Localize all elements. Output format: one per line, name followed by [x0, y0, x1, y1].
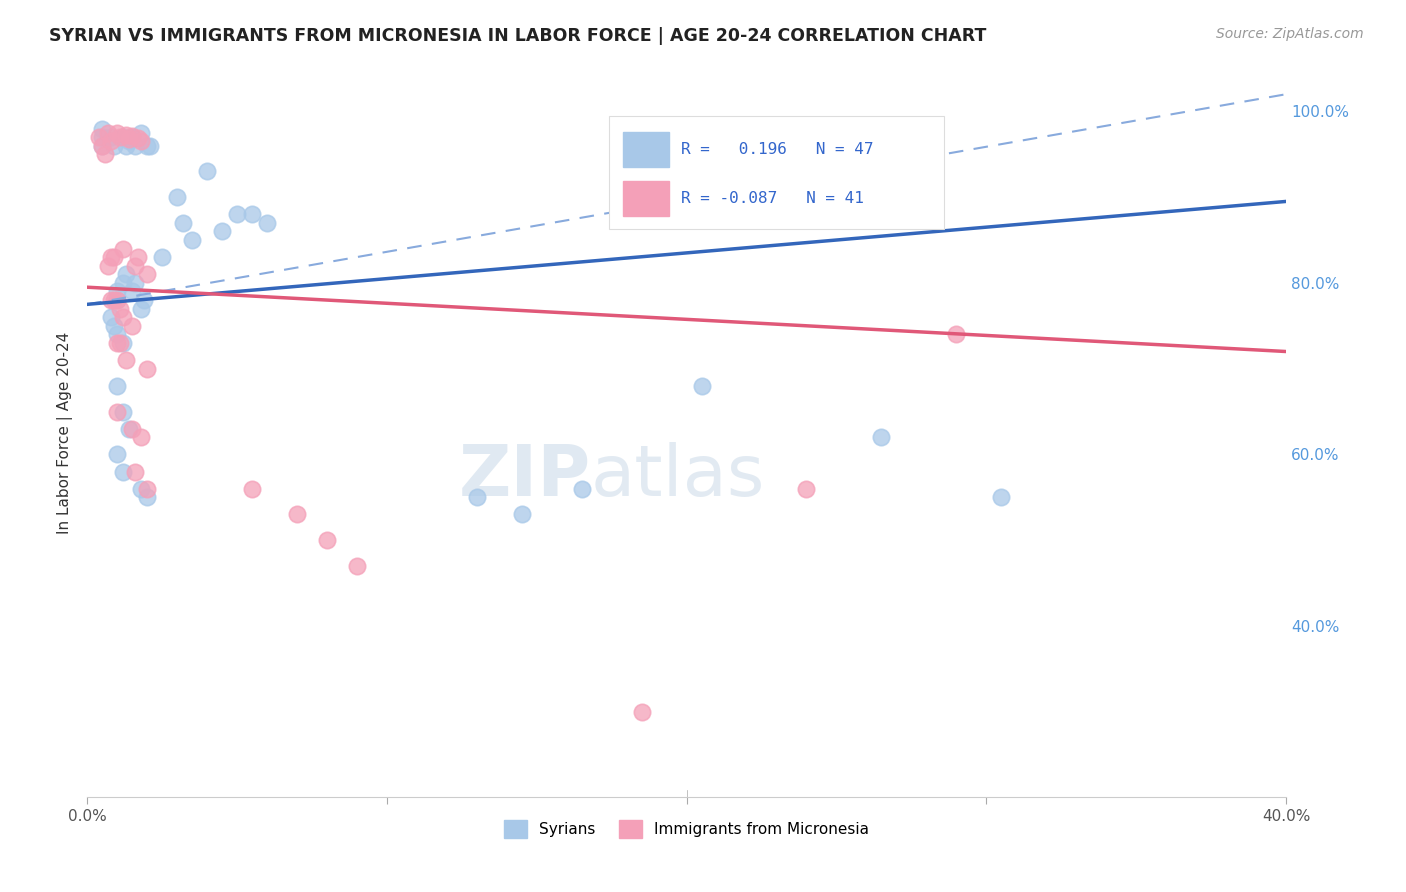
- Point: [115, 138, 138, 153]
- Text: atlas: atlas: [591, 442, 765, 511]
- Point: [127, 131, 149, 145]
- Point: [124, 465, 146, 479]
- Point: [100, 293, 122, 307]
- Point: [100, 135, 122, 149]
- Point: [945, 327, 967, 342]
- Point: [571, 482, 593, 496]
- Point: [112, 465, 135, 479]
- Legend: Syrians, Immigrants from Micronesia: Syrians, Immigrants from Micronesia: [498, 814, 875, 845]
- Point: [112, 276, 135, 290]
- FancyBboxPatch shape: [623, 132, 668, 167]
- Point: [112, 310, 135, 325]
- Point: [105, 379, 128, 393]
- Point: [870, 430, 893, 444]
- Point: [118, 132, 141, 146]
- Point: [121, 318, 143, 333]
- Point: [346, 558, 368, 573]
- Point: [105, 293, 128, 307]
- Point: [139, 138, 162, 153]
- Point: [796, 482, 818, 496]
- Point: [121, 130, 143, 145]
- Point: [97, 259, 120, 273]
- Point: [990, 491, 1012, 505]
- Point: [91, 130, 114, 145]
- Point: [256, 216, 278, 230]
- Point: [100, 130, 122, 145]
- Point: [124, 259, 146, 273]
- FancyBboxPatch shape: [609, 116, 945, 229]
- Text: R =   0.196   N = 47: R = 0.196 N = 47: [681, 142, 873, 157]
- Point: [91, 138, 114, 153]
- Point: [166, 190, 188, 204]
- Point: [121, 129, 143, 144]
- Point: [136, 491, 159, 505]
- Point: [129, 301, 152, 316]
- Point: [136, 482, 159, 496]
- Point: [108, 335, 131, 350]
- Point: [136, 138, 159, 153]
- Point: [510, 508, 533, 522]
- Point: [115, 128, 138, 143]
- Point: [115, 268, 138, 282]
- Point: [690, 379, 713, 393]
- Point: [103, 138, 125, 153]
- Point: [129, 126, 152, 140]
- Point: [181, 233, 204, 247]
- Point: [124, 138, 146, 153]
- Point: [118, 135, 141, 149]
- Point: [285, 508, 308, 522]
- Point: [103, 250, 125, 264]
- Point: [112, 335, 135, 350]
- Point: [127, 250, 149, 264]
- FancyBboxPatch shape: [623, 181, 668, 216]
- Text: ZIP: ZIP: [458, 442, 591, 511]
- Point: [121, 422, 143, 436]
- Point: [108, 130, 131, 145]
- Point: [136, 361, 159, 376]
- Point: [315, 533, 337, 548]
- Point: [226, 207, 249, 221]
- Point: [124, 276, 146, 290]
- Point: [129, 482, 152, 496]
- Point: [118, 422, 141, 436]
- Point: [105, 285, 128, 299]
- Point: [103, 293, 125, 307]
- Point: [105, 327, 128, 342]
- Point: [195, 164, 218, 178]
- Point: [115, 353, 138, 368]
- Point: [132, 293, 155, 307]
- Text: SYRIAN VS IMMIGRANTS FROM MICRONESIA IN LABOR FORCE | AGE 20-24 CORRELATION CHAR: SYRIAN VS IMMIGRANTS FROM MICRONESIA IN …: [49, 27, 987, 45]
- Point: [105, 293, 128, 307]
- Point: [105, 126, 128, 140]
- Point: [112, 130, 135, 145]
- Point: [465, 491, 488, 505]
- Point: [630, 705, 652, 719]
- Y-axis label: In Labor Force | Age 20-24: In Labor Force | Age 20-24: [58, 332, 73, 534]
- Point: [87, 130, 110, 145]
- Point: [136, 268, 159, 282]
- Point: [91, 138, 114, 153]
- Point: [100, 250, 122, 264]
- Point: [211, 224, 233, 238]
- Point: [105, 404, 128, 418]
- Point: [112, 404, 135, 418]
- Point: [105, 447, 128, 461]
- Point: [97, 126, 120, 140]
- Point: [112, 242, 135, 256]
- Point: [103, 318, 125, 333]
- Point: [150, 250, 173, 264]
- Point: [240, 207, 263, 221]
- Text: Source: ZipAtlas.com: Source: ZipAtlas.com: [1216, 27, 1364, 41]
- Point: [172, 216, 194, 230]
- Point: [94, 147, 117, 161]
- Point: [100, 310, 122, 325]
- Point: [108, 301, 131, 316]
- Point: [121, 285, 143, 299]
- Point: [105, 335, 128, 350]
- Point: [240, 482, 263, 496]
- Point: [91, 121, 114, 136]
- Point: [129, 135, 152, 149]
- Text: R = -0.087   N = 41: R = -0.087 N = 41: [681, 191, 863, 206]
- Point: [129, 430, 152, 444]
